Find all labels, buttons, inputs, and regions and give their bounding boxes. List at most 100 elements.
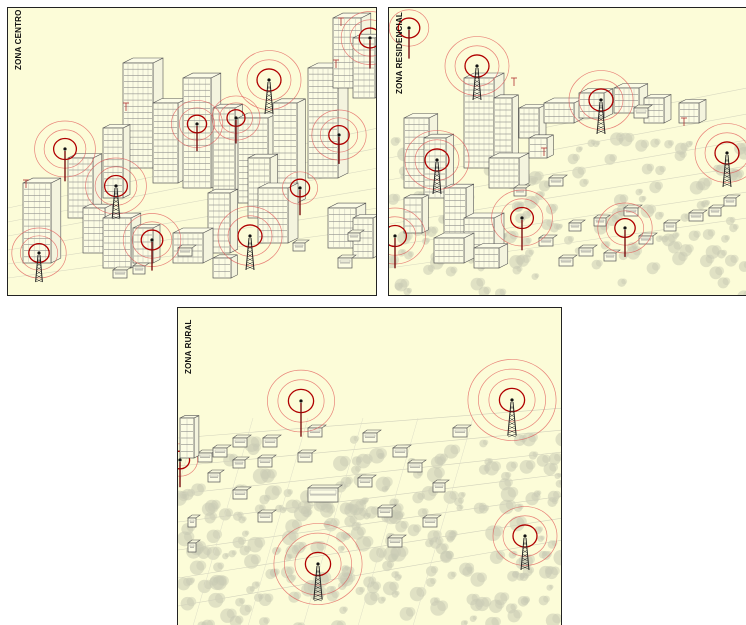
tree-icon [604, 154, 617, 165]
tree-icon [702, 229, 716, 240]
building-icon [179, 415, 200, 459]
residential-illustration [389, 9, 746, 295]
house-icon [568, 219, 586, 232]
tree-icon [272, 546, 282, 556]
house-icon [232, 434, 252, 448]
tree-icon [646, 262, 661, 275]
tree-icon [457, 492, 466, 499]
tree-icon [679, 244, 694, 257]
tree-icon [189, 560, 207, 575]
tree-icon [478, 286, 491, 295]
house-icon [663, 219, 681, 232]
tree-icon [344, 515, 358, 528]
signal-ring-icon [195, 122, 199, 126]
antenna-tower-icon [491, 189, 553, 251]
antenna-tower-icon [85, 157, 147, 220]
tree-icon [495, 288, 507, 295]
tree-icon [434, 453, 448, 466]
tree-icon [333, 455, 351, 472]
antenna-tower-icon [236, 50, 302, 115]
tree-icon [284, 553, 293, 562]
tree-icon [191, 483, 206, 497]
tree-icon [235, 597, 246, 607]
tree-icon [519, 460, 536, 474]
tree-icon [649, 181, 663, 194]
tree-icon [567, 153, 580, 165]
signal-ring-icon [316, 562, 320, 566]
tree-icon [201, 502, 218, 516]
house-icon [187, 514, 201, 528]
antenna-tower-icon [211, 95, 261, 144]
tree-icon [241, 530, 250, 537]
tree-icon [545, 613, 561, 625]
house-icon [578, 244, 598, 257]
signal-ring-icon [393, 234, 397, 238]
zone-label-rural: ZONA RURAL [184, 319, 193, 374]
signal-ring-icon [299, 399, 303, 403]
tree-icon [344, 503, 360, 517]
tree-icon [218, 508, 234, 521]
tree-icon [382, 560, 395, 572]
tree-icon [721, 235, 730, 243]
signal-ring-icon [520, 216, 524, 220]
tree-icon [638, 195, 647, 203]
tree-icon [548, 453, 561, 465]
antenna-tower-icon [492, 506, 558, 571]
antenna-tower-icon [444, 36, 510, 101]
house-icon [297, 449, 317, 463]
tree-icon [519, 572, 530, 582]
tree-icon [252, 468, 272, 485]
house-icon [593, 214, 611, 227]
tree-icon [447, 571, 457, 580]
tree-icon [222, 553, 230, 560]
building-icon [473, 243, 509, 269]
building-icon [257, 182, 299, 244]
tree-icon [258, 593, 274, 607]
building-icon [493, 94, 519, 159]
tree-icon [506, 461, 518, 472]
tree-icon [507, 609, 523, 623]
signal-ring-icon [37, 251, 41, 255]
building-icon [403, 194, 429, 234]
tree-icon [206, 546, 222, 560]
tree-icon [618, 132, 635, 147]
tree-icon [521, 237, 532, 246]
tree-icon [258, 617, 270, 625]
signal-ring-icon [725, 151, 729, 155]
house-icon [362, 429, 382, 443]
tree-icon [672, 251, 688, 266]
rural-illustration [178, 359, 561, 625]
house-icon [538, 234, 558, 247]
tree-icon [425, 565, 439, 577]
tree-icon [696, 201, 707, 210]
tree-icon [244, 554, 261, 569]
antenna-tower-icon [267, 369, 335, 437]
tree-icon [186, 577, 196, 586]
building-icon [352, 33, 376, 99]
tree-icon [340, 476, 354, 488]
tree-icon [440, 550, 454, 562]
tree-icon [536, 454, 551, 467]
antenna-tower-icon [311, 109, 367, 164]
tree-icon [650, 138, 661, 148]
antenna-tower-icon [340, 11, 376, 69]
tree-icon [541, 550, 552, 560]
tree-icon [655, 235, 664, 243]
tree-icon [369, 447, 387, 464]
signal-ring-icon [114, 184, 118, 188]
antenna-tower-icon [171, 100, 223, 152]
tree-icon [310, 540, 326, 555]
tree-icon [613, 194, 629, 207]
house-icon [257, 509, 277, 523]
tree-icon [351, 522, 362, 531]
tree-icon [555, 479, 561, 488]
tree-icon [326, 585, 337, 595]
tree-icon [208, 592, 226, 608]
tree-icon [228, 550, 237, 558]
building-icon [212, 254, 238, 279]
house-icon [548, 174, 568, 187]
tree-icon [545, 566, 560, 580]
signal-ring-icon [475, 64, 479, 68]
tree-icon [429, 536, 444, 549]
tree-icon [180, 596, 197, 611]
